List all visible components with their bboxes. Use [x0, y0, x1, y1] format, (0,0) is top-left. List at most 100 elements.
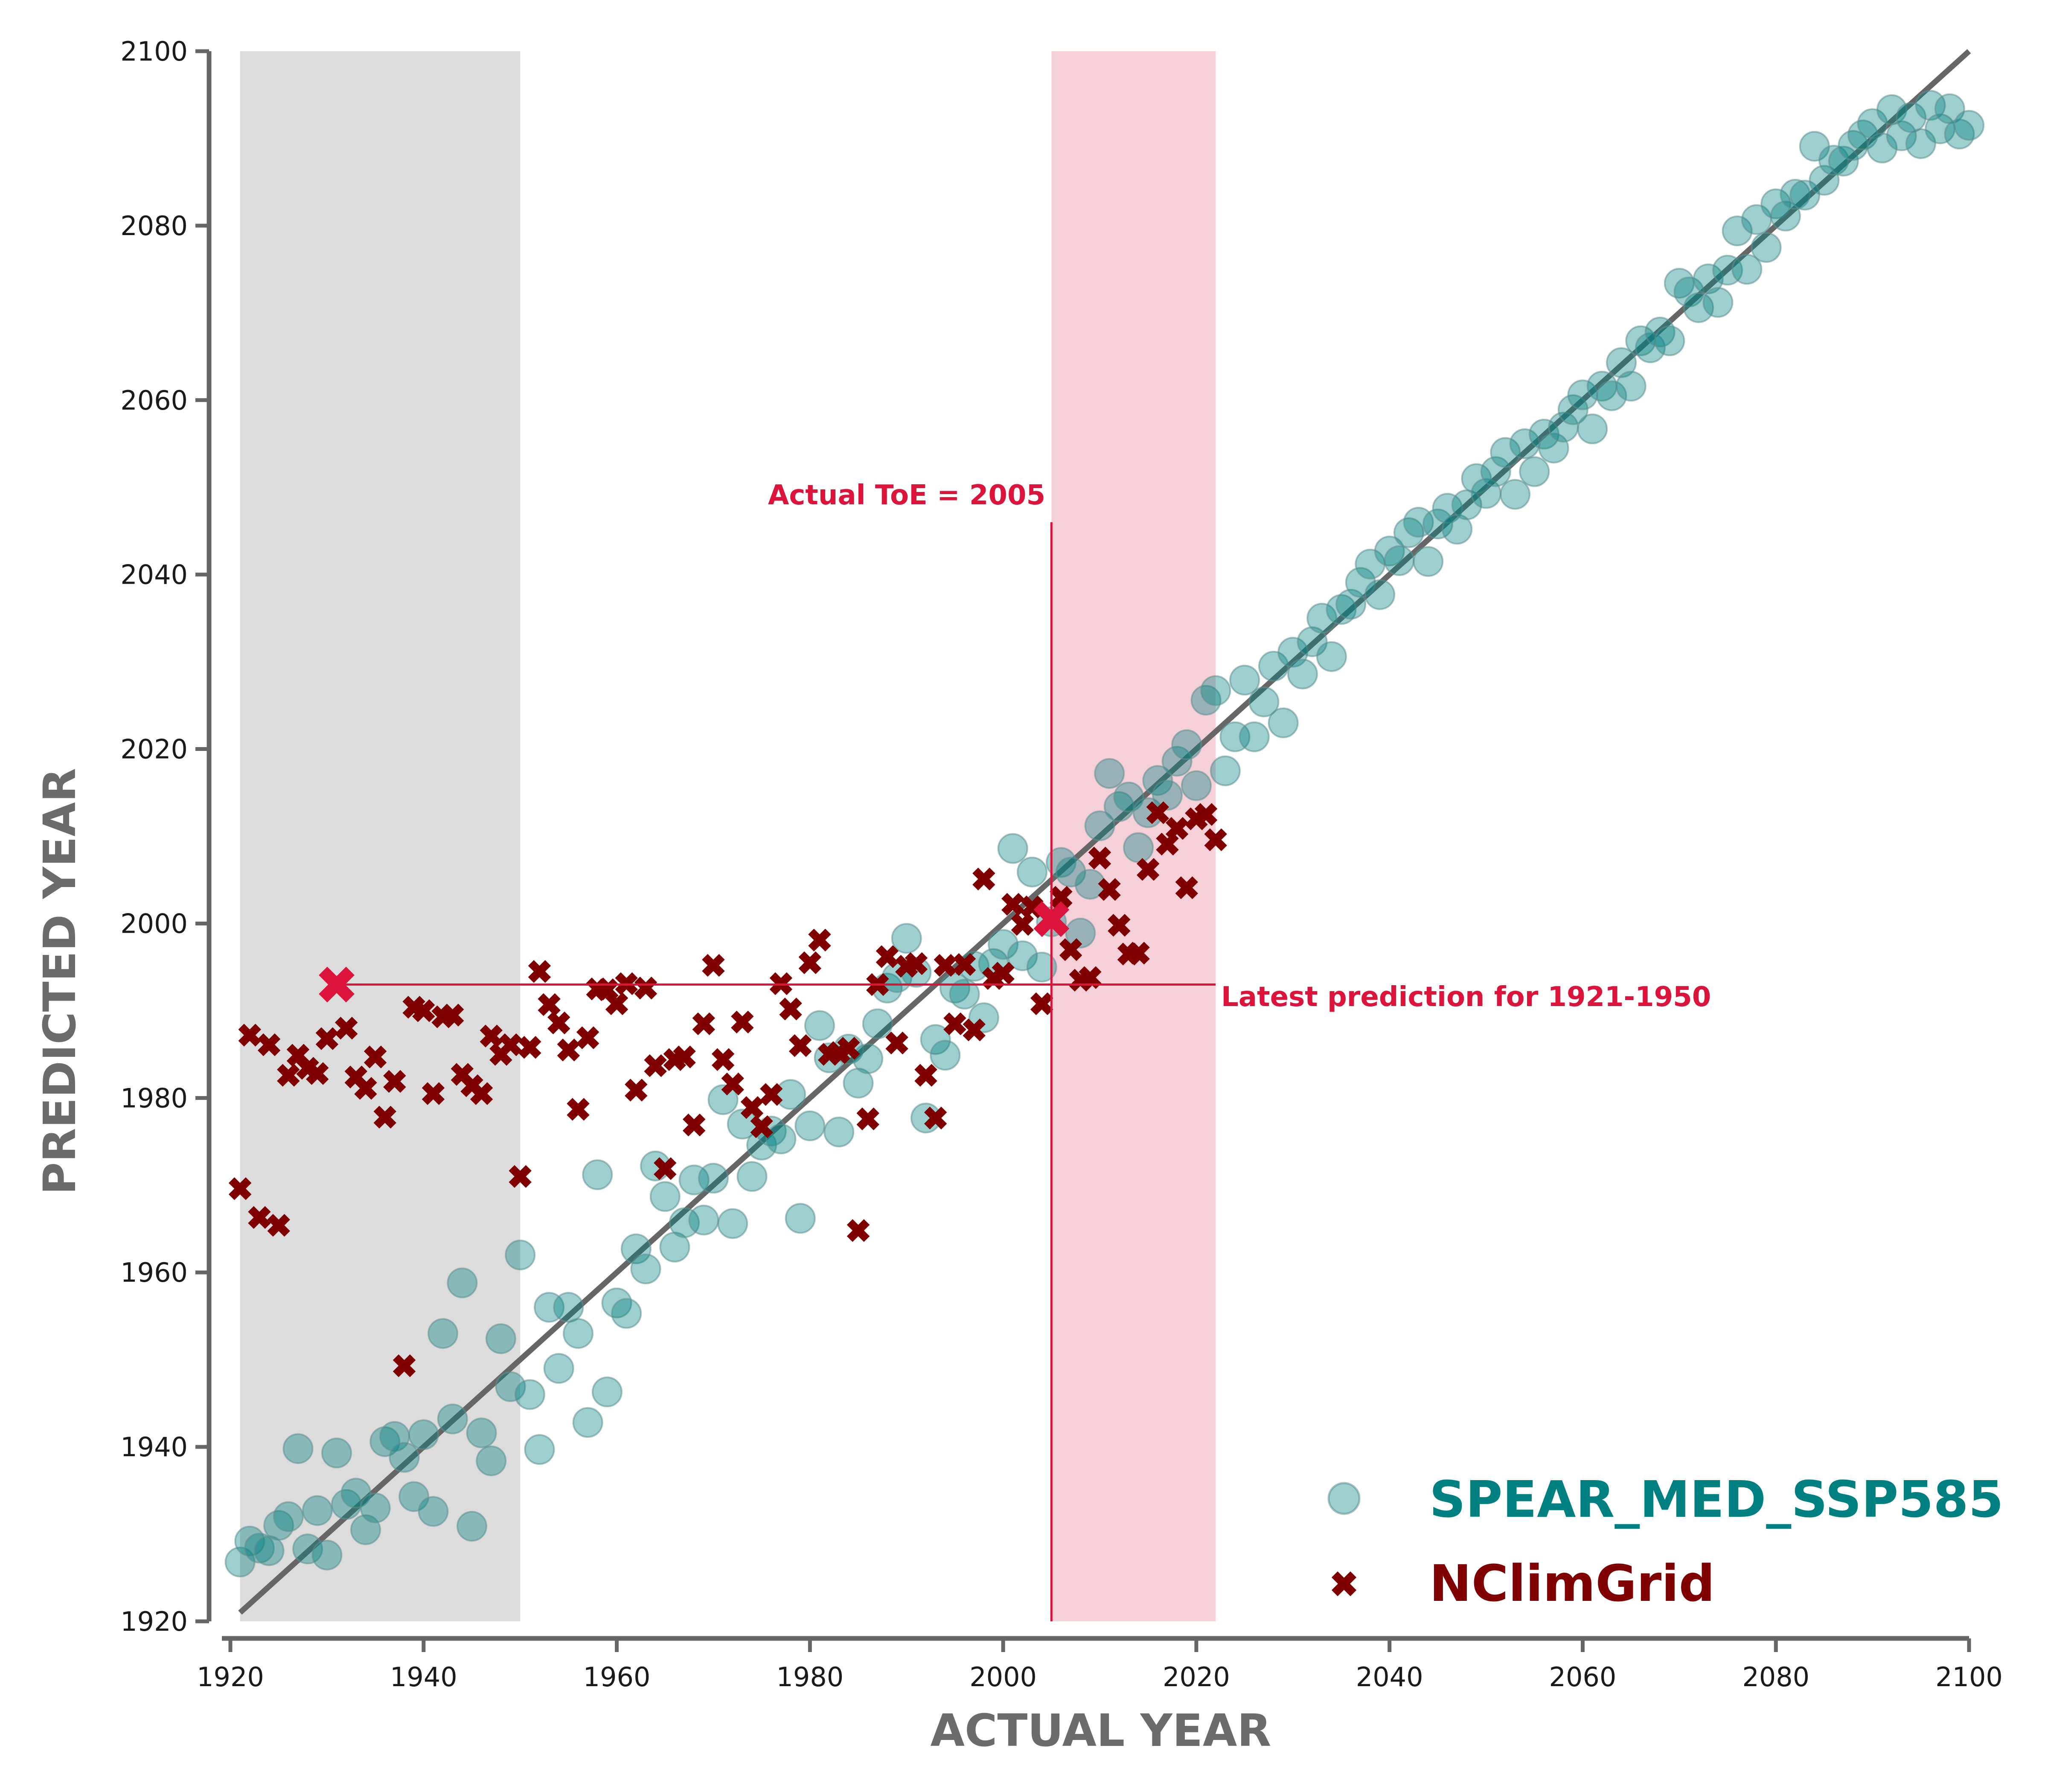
spear-point	[930, 1040, 961, 1071]
spear-point	[1171, 729, 1202, 760]
spear-point	[282, 1433, 314, 1464]
spear-point	[302, 1495, 333, 1526]
annotation-latest-prediction: Latest prediction for 1921-1950	[1221, 981, 1711, 1013]
nclimgrid-point	[335, 1017, 358, 1040]
spear-point	[1055, 856, 1086, 887]
nclimgrid-point	[1088, 847, 1111, 870]
spear-point	[582, 1159, 613, 1190]
annotation-actual-toe: Actual ToE = 2005	[768, 480, 1045, 511]
nclimgrid-point	[625, 1079, 648, 1102]
spear-point	[775, 1079, 806, 1110]
spear-point	[620, 1233, 652, 1265]
spear-point	[428, 1318, 459, 1349]
spear-point	[591, 1376, 623, 1408]
spear-point	[1190, 685, 1222, 716]
x-tick-label: 1960	[583, 1661, 651, 1693]
nclimgrid-point	[885, 1031, 908, 1055]
spear-point	[823, 1117, 855, 1148]
spear-point	[852, 1043, 884, 1074]
nclimgrid-point	[605, 992, 628, 1015]
spear-point	[1026, 951, 1057, 983]
nclimgrid-point	[364, 1045, 387, 1068]
nclimgrid-point	[692, 1012, 716, 1036]
nclimgrid-point	[528, 960, 551, 983]
nclimgrid-point	[644, 1054, 667, 1077]
spear-point	[669, 1207, 700, 1238]
spear-point	[1268, 707, 1299, 739]
annotation-lines	[319, 522, 1216, 1621]
spear-point	[1683, 292, 1714, 323]
nclimgrid-point	[837, 1037, 860, 1060]
spear-point	[785, 1203, 816, 1234]
spear-point	[1809, 165, 1840, 196]
spear-point	[1161, 746, 1193, 777]
spear-point	[1326, 594, 1357, 625]
nclimgrid-point	[682, 1113, 706, 1137]
x-tick-label: 1980	[776, 1661, 844, 1693]
spear-point	[1306, 602, 1338, 634]
reference-line	[238, 49, 1971, 1615]
y-tick-label: 1960	[120, 1257, 188, 1288]
spear-point	[563, 1318, 593, 1349]
nclimgrid-point	[1001, 893, 1024, 916]
spear-point	[1557, 394, 1588, 425]
nclimgrid-point	[1204, 828, 1227, 851]
nclimgrid-point	[702, 954, 725, 977]
legend-label-nclimgrid: NClimGrid	[1429, 1554, 1715, 1613]
y-tick-label: 2040	[120, 559, 188, 591]
y-tick-label: 2080	[120, 210, 188, 241]
spear-point	[505, 1239, 536, 1271]
x-tick-label: 2040	[1356, 1661, 1423, 1693]
spear-point	[1152, 780, 1183, 811]
nclimgrid-point	[499, 1033, 522, 1056]
nclimgrid-point	[1011, 913, 1034, 936]
spear-point	[1045, 847, 1076, 878]
nclimgrid-point	[1194, 803, 1218, 826]
nclimgrid-point	[1156, 832, 1179, 856]
spear-point	[1413, 546, 1444, 577]
spear-point	[1915, 90, 1946, 121]
nclimgrid-point	[1175, 876, 1198, 899]
spear-point	[1731, 254, 1763, 285]
spear-point	[1287, 658, 1318, 689]
nclimgrid-point	[277, 1064, 300, 1087]
spear-point	[1384, 545, 1415, 576]
shaded-region-1	[240, 51, 521, 1621]
spear-point	[1644, 317, 1676, 348]
spear-point	[273, 1501, 304, 1532]
nclimgrid-point	[731, 1010, 754, 1034]
nclimgrid-point	[228, 1177, 252, 1200]
x-tick-label: 2000	[969, 1661, 1037, 1693]
x-tick-label: 2080	[1742, 1661, 1809, 1693]
spear-point	[1210, 755, 1241, 786]
nclimgrid-point	[760, 1083, 783, 1106]
nclimgrid-point	[557, 1039, 580, 1062]
nclimgrid-point	[1079, 966, 1102, 989]
y-tick-label: 1980	[120, 1082, 188, 1114]
nclimgrid-point	[373, 1105, 396, 1129]
nclimgrid-point	[538, 993, 561, 1016]
nclimgrid-point	[798, 951, 822, 975]
nclimgrid-point	[1108, 913, 1131, 937]
spear-point	[1316, 641, 1347, 672]
spear-point	[437, 1403, 468, 1434]
nclimgrid-point	[876, 945, 899, 968]
spear-point	[1017, 856, 1048, 887]
spear-point	[1606, 347, 1637, 378]
nclimgrid-point	[673, 1045, 696, 1068]
y-tick-label: 2060	[120, 385, 188, 416]
spear-point	[1751, 232, 1782, 263]
nclimgrid-point	[238, 1024, 261, 1047]
data-points	[224, 90, 1984, 1577]
nclimgrid-point	[1146, 801, 1169, 824]
nclimgrid-point	[1165, 817, 1189, 840]
nclimgrid-point	[306, 1062, 329, 1085]
spear-point	[1828, 145, 1859, 177]
nclimgrid-point	[315, 1027, 339, 1050]
spear-point	[1635, 332, 1666, 364]
nclimgrid-point	[914, 1064, 937, 1087]
legend: SPEAR_MED_SSP585 NClimGrid	[1327, 1470, 2004, 1613]
spear-point	[1094, 758, 1125, 789]
spear-point	[1142, 765, 1173, 796]
